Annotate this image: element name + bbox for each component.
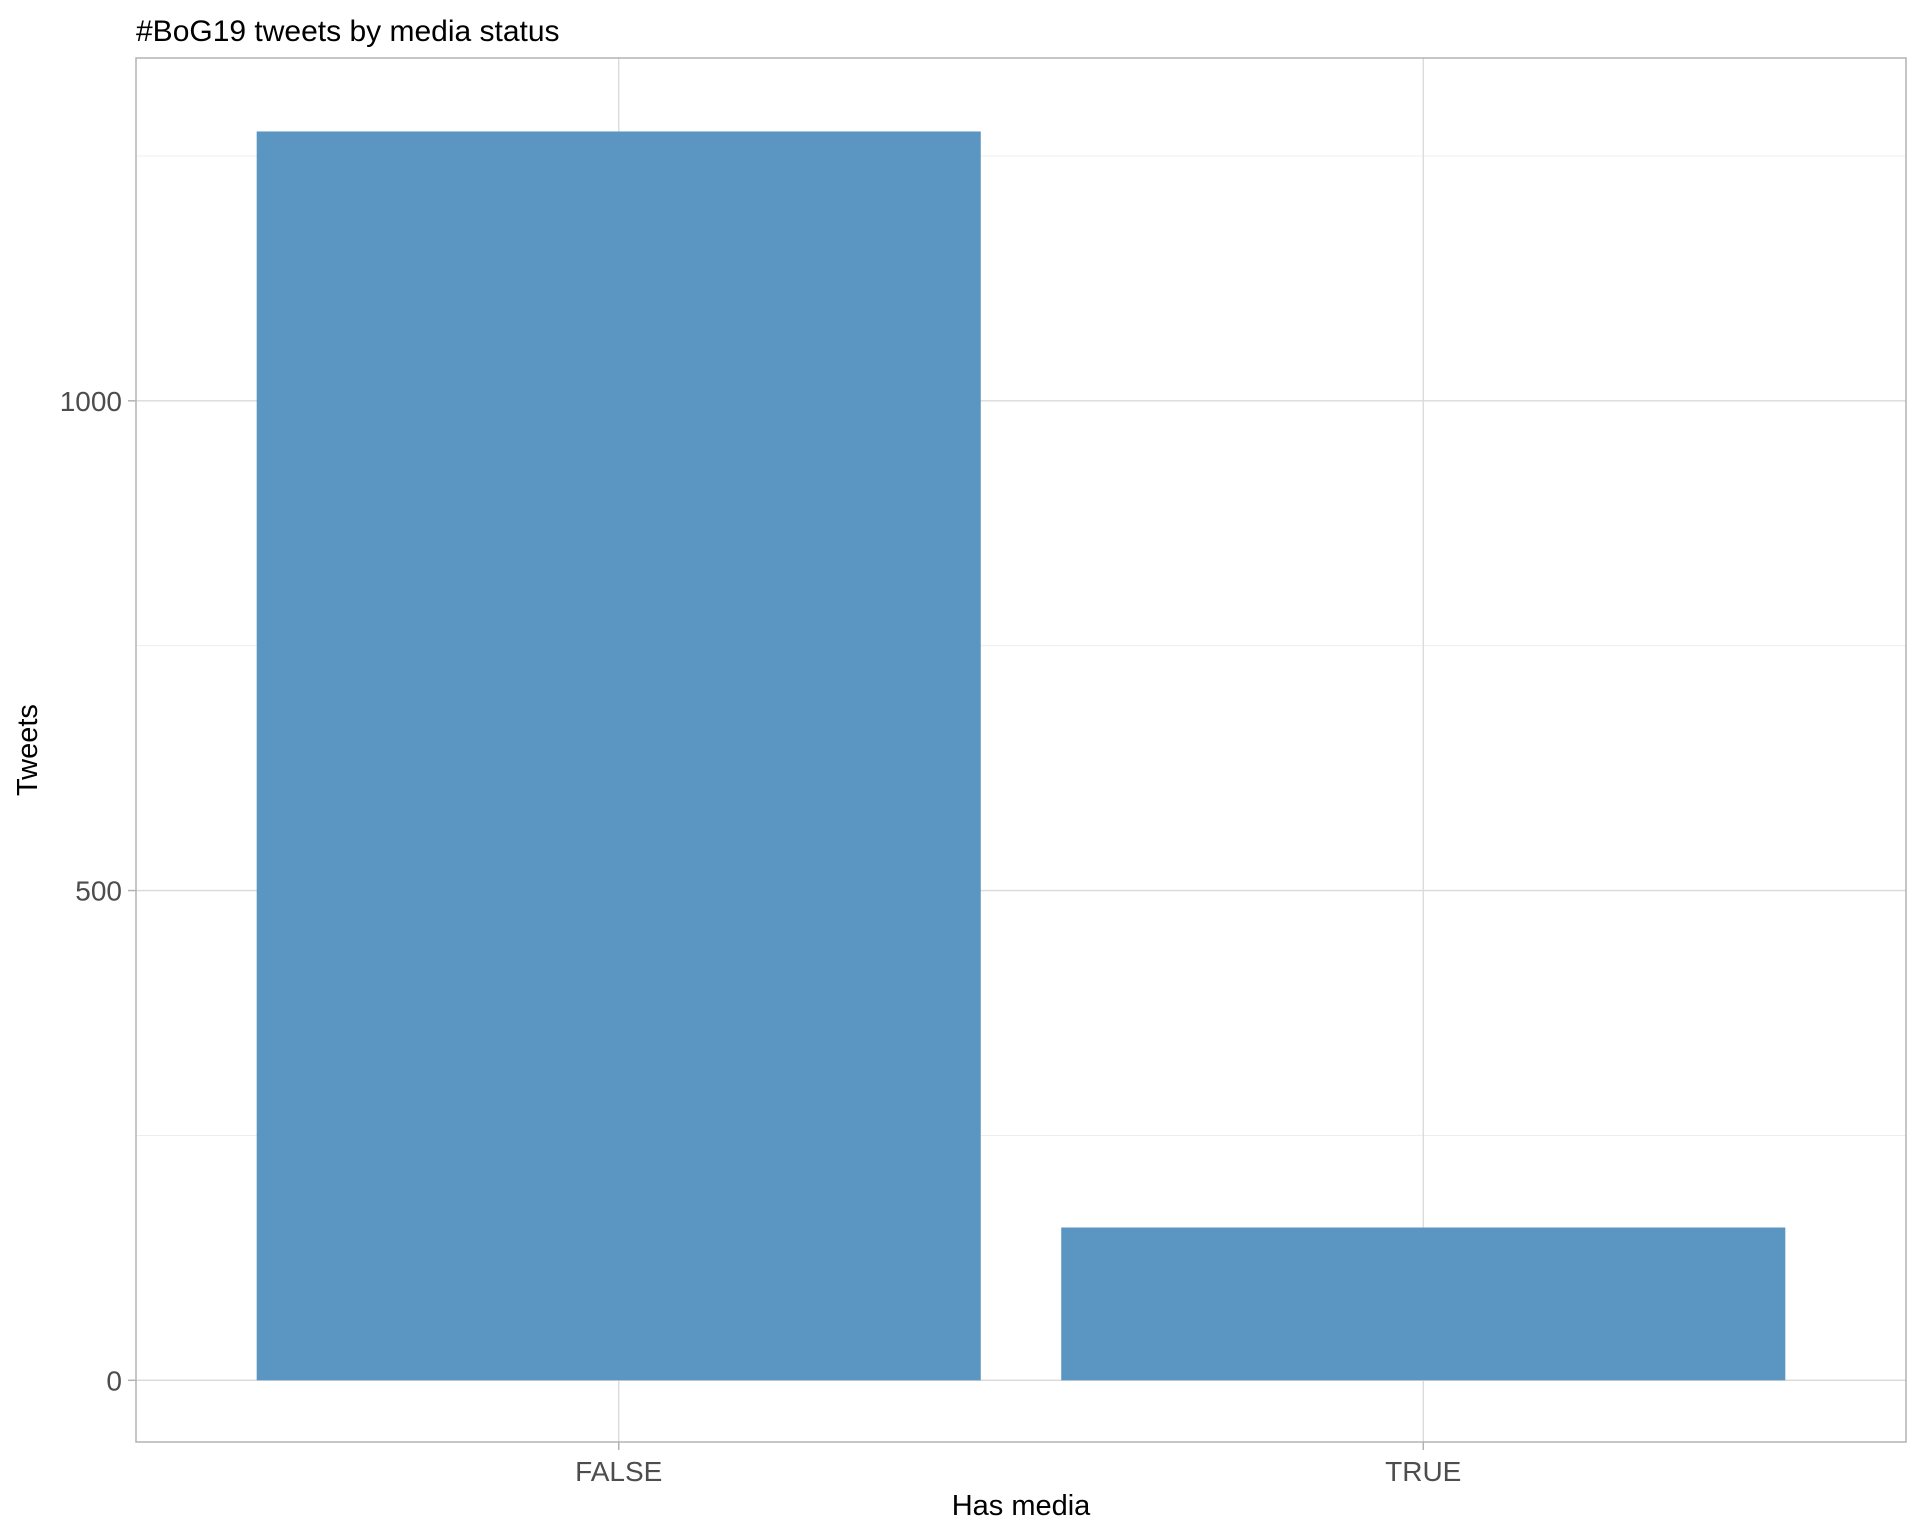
bar-false <box>256 131 981 1381</box>
y-tick-label: 1000 <box>60 386 122 417</box>
y-axis-title: Tweets <box>12 704 44 796</box>
y-tick-label: 500 <box>75 876 122 907</box>
x-tick-label: FALSE <box>575 1456 662 1487</box>
y-tick-label: 0 <box>106 1365 122 1396</box>
axis-ticks: 0 500 1000 FALSE TRUE <box>60 386 1462 1487</box>
bar-true <box>1061 1227 1786 1381</box>
chart-title: #BoG19 tweets by media status <box>136 15 560 48</box>
plot-panel-border <box>135 57 1907 1443</box>
x-axis-title: Has media <box>952 1490 1091 1522</box>
bars <box>256 131 1786 1381</box>
x-tick-label: TRUE <box>1385 1456 1461 1487</box>
